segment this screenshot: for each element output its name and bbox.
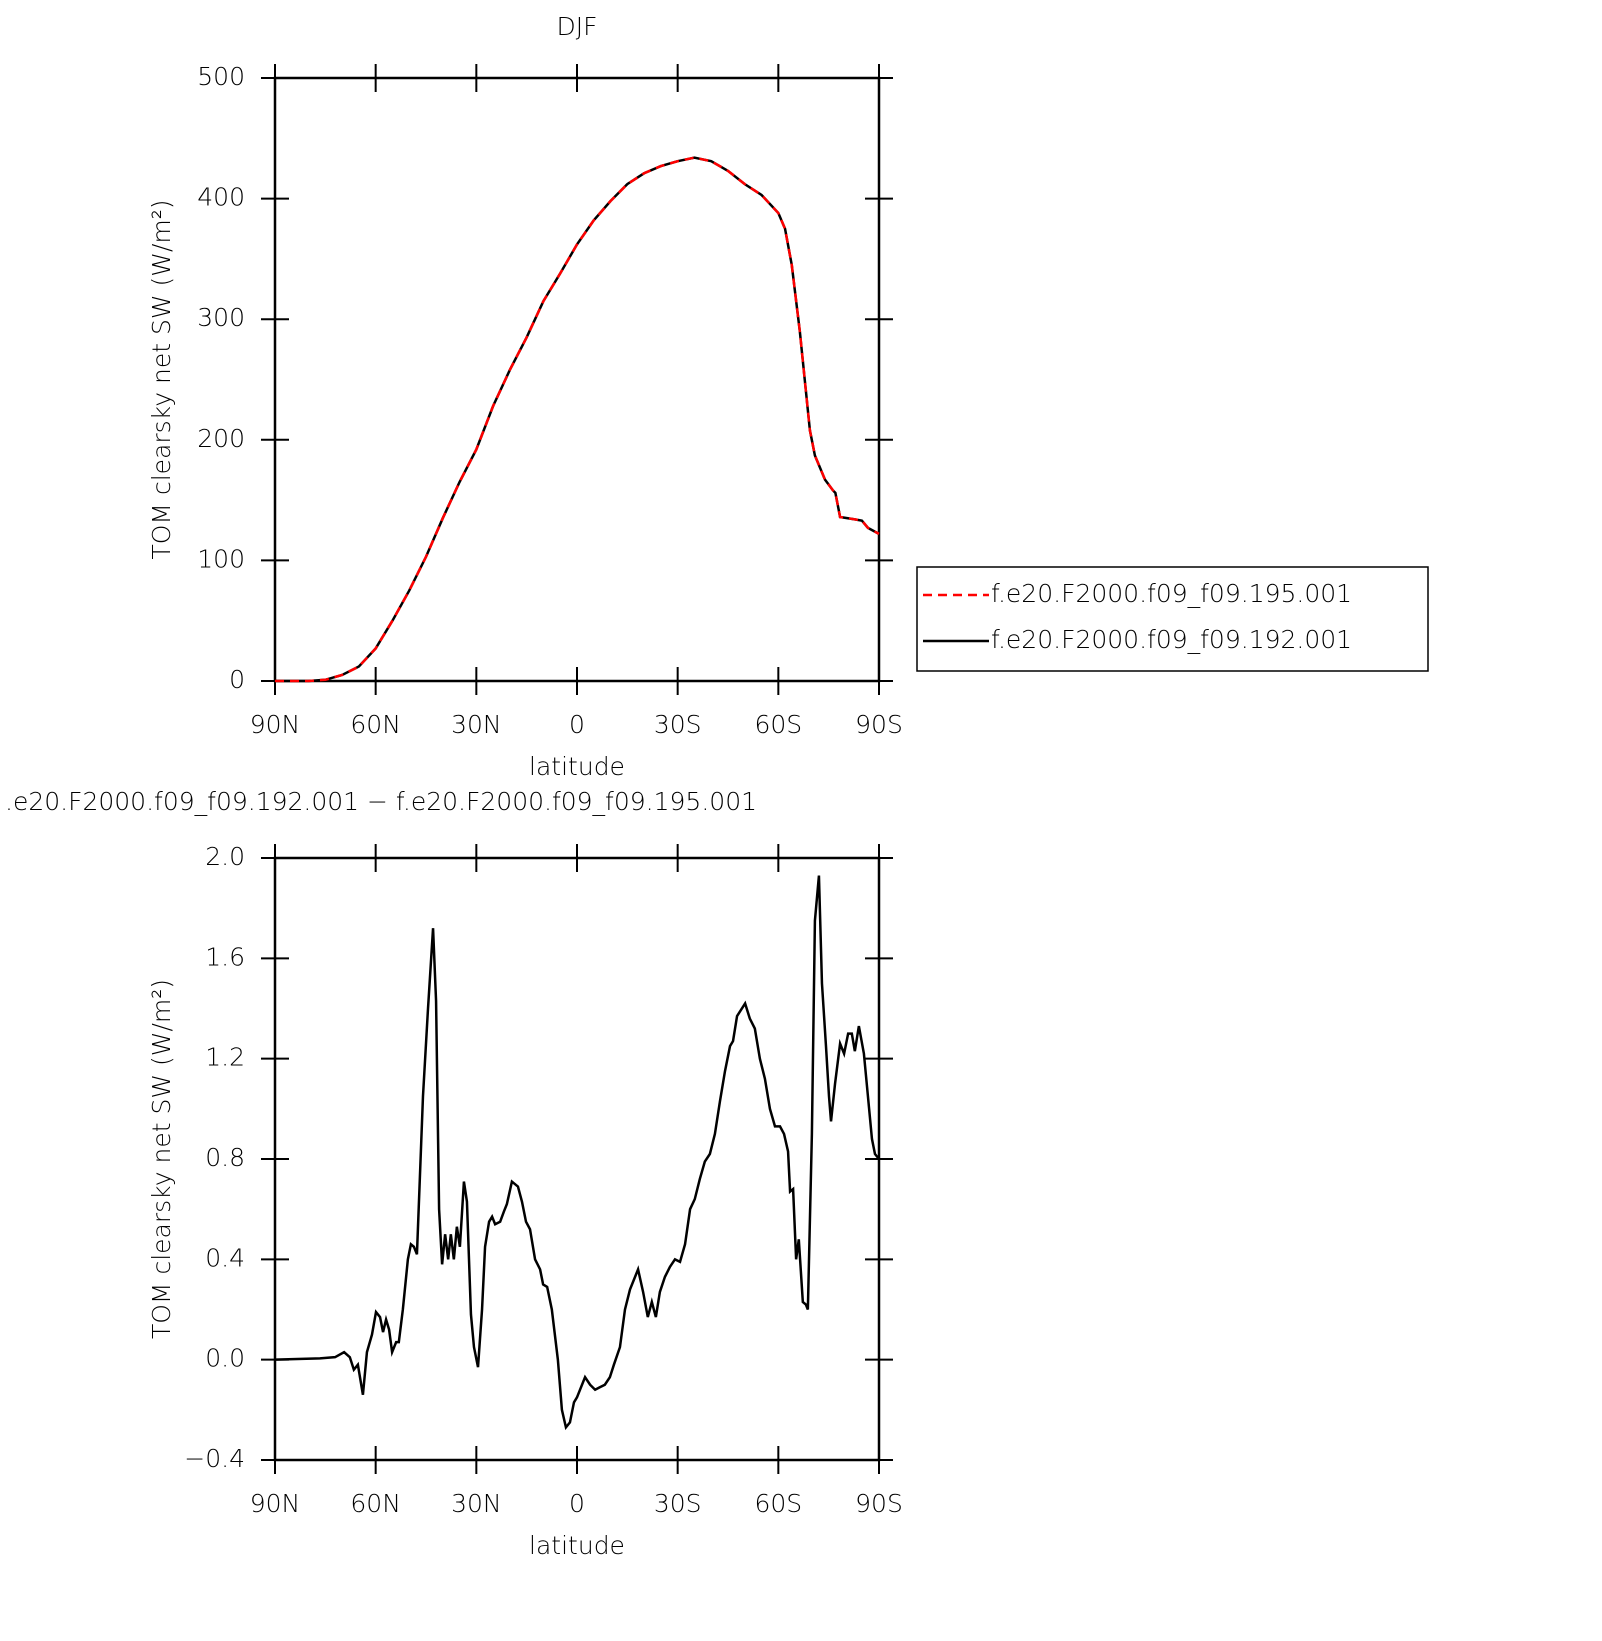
x-tick-label: 60S bbox=[754, 710, 802, 739]
x-tick-label: 30S bbox=[654, 710, 702, 739]
y-tick-label: 2.0 bbox=[205, 842, 245, 871]
x-tick-label: 30N bbox=[451, 710, 502, 739]
plot-frame bbox=[273, 76, 881, 683]
legend-label: f.e20.F2000.f09_f09.192.001 bbox=[991, 625, 1352, 654]
x-tick-label: 90N bbox=[250, 1489, 301, 1518]
legend-box bbox=[916, 566, 1429, 672]
x-tick-label: 0 bbox=[569, 1489, 585, 1518]
data-line bbox=[275, 156, 880, 683]
y-tick-label: 1.2 bbox=[205, 1043, 245, 1072]
y-tick-label: 200 bbox=[197, 424, 245, 453]
y-tick-label: 0.4 bbox=[205, 1243, 245, 1272]
x-tick-label: 90S bbox=[855, 1489, 903, 1518]
y-tick-label: 300 bbox=[197, 303, 245, 332]
x-tick-label: 0 bbox=[569, 710, 585, 739]
y-tick-label: 0.0 bbox=[205, 1344, 245, 1373]
data-line bbox=[275, 156, 880, 683]
y-tick-label: 500 bbox=[197, 62, 245, 91]
y-tick-label: 1.6 bbox=[205, 942, 245, 971]
y-tick-label: 100 bbox=[197, 544, 245, 573]
x-tick-label: 60N bbox=[350, 710, 401, 739]
y-tick-label: −0.4 bbox=[184, 1444, 245, 1473]
chart-title: DJF bbox=[556, 12, 597, 41]
y-tick-label: 0.8 bbox=[205, 1143, 245, 1172]
x-tick-label: 60S bbox=[754, 1489, 802, 1518]
chart-title: .e20.F2000.f09_f09.192.001 − f.e20.F2000… bbox=[5, 787, 757, 816]
x-axis-label: latitude bbox=[529, 1531, 625, 1560]
x-tick-label: 30S bbox=[654, 1489, 702, 1518]
data-line bbox=[274, 875, 880, 1431]
x-axis-label: latitude bbox=[529, 752, 625, 781]
legend-label: f.e20.F2000.f09_f09.195.001 bbox=[991, 579, 1352, 608]
x-tick-label: 30N bbox=[451, 1489, 502, 1518]
y-axis-label: TOM clearsky net SW (W/m²) bbox=[147, 199, 176, 559]
x-tick-label: 60N bbox=[350, 1489, 401, 1518]
y-tick-label: 400 bbox=[197, 183, 245, 212]
y-axis-label: TOM clearsky net SW (W/m²) bbox=[147, 979, 176, 1339]
y-tick-label: 0 bbox=[229, 665, 245, 694]
x-tick-label: 90S bbox=[855, 710, 903, 739]
x-tick-label: 90N bbox=[250, 710, 301, 739]
